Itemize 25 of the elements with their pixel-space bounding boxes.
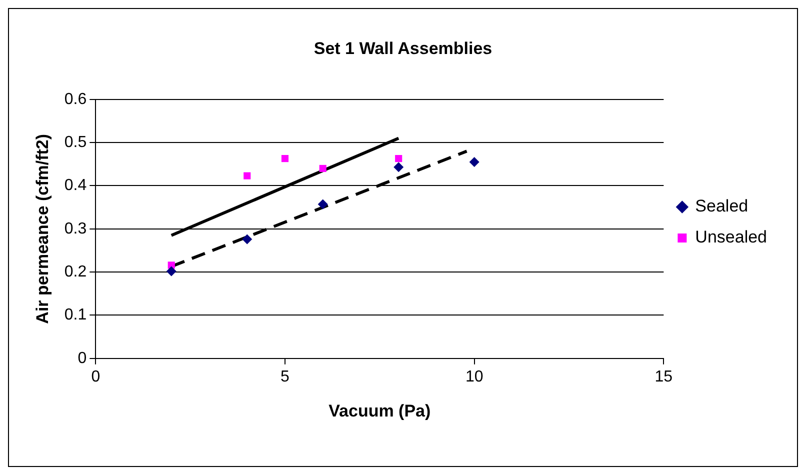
y-axis-title: Air permeance (cfm/ft2): [32, 134, 52, 324]
x-tick-label: 5: [280, 368, 290, 386]
y-tick-label: 0.5: [64, 134, 87, 151]
y-tick-label: 0.3: [64, 220, 87, 238]
point: [469, 156, 480, 167]
point: [244, 172, 251, 180]
legend-label: Unsealed: [695, 228, 767, 247]
x-tick-label: 0: [91, 368, 100, 386]
legend-label: Sealed: [695, 196, 748, 216]
y-tick-label: 0.2: [64, 263, 87, 280]
point: [318, 199, 328, 210]
y-tick-label: 0.1: [64, 306, 87, 324]
y-tick-label: 0.6: [64, 90, 87, 108]
x-axis-title: Vacuum (Pa): [328, 401, 431, 420]
y-tick-label: 0.4: [64, 177, 87, 194]
chart-title: Set 1 Wall Assemblies: [314, 38, 492, 58]
point: [395, 155, 402, 162]
point: [242, 234, 252, 244]
x-tick-label: 10: [465, 368, 484, 386]
point: [281, 155, 289, 162]
point: [319, 164, 326, 172]
y-tick-label: 0: [78, 350, 87, 367]
point: [166, 266, 176, 276]
x-tick-label: 15: [654, 368, 673, 386]
point: [394, 162, 404, 172]
